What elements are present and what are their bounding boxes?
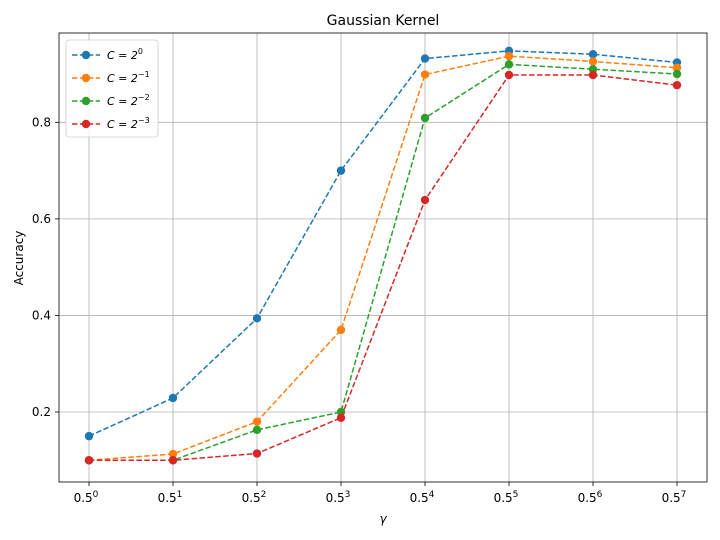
data-point bbox=[588, 65, 598, 74]
ticks: 0.50 0.51 0.52 0.53 0.54 0.55 0.56 0.57 0.2 0.4 0.… bbox=[32, 115, 687, 505]
data-point bbox=[252, 449, 262, 458]
x-tick-label: 0.52 bbox=[242, 490, 267, 505]
series-0 bbox=[84, 46, 682, 441]
data-point bbox=[252, 417, 262, 426]
series-1 bbox=[84, 51, 682, 465]
y-tick-label: 0.2 bbox=[32, 405, 51, 419]
series-2 bbox=[84, 60, 682, 465]
legend-label: C = 2−3 bbox=[107, 116, 150, 131]
x-axis-title: γ bbox=[379, 512, 387, 526]
data-point bbox=[588, 50, 598, 59]
legend-marker bbox=[81, 119, 91, 129]
data-point bbox=[168, 456, 178, 465]
y-axis-title: Accuracy bbox=[12, 231, 26, 286]
data-point bbox=[168, 393, 178, 403]
data-point bbox=[252, 314, 262, 323]
legend-label: C = 2−1 bbox=[107, 70, 150, 85]
chart-title: Gaussian Kernel bbox=[327, 13, 440, 29]
data-point bbox=[84, 431, 94, 441]
x-tick-label: 0.55 bbox=[494, 490, 519, 505]
legend: C = 20 C = 2−1 C = 2−2 C = 2−3 bbox=[65, 39, 159, 138]
legend-label: C = 2−2 bbox=[107, 93, 150, 108]
x-tick-label: 0.50 bbox=[74, 490, 99, 505]
y-tick-label: 0.6 bbox=[32, 212, 51, 226]
data-point bbox=[672, 63, 682, 72]
grid bbox=[59, 33, 707, 482]
data-point bbox=[84, 456, 94, 465]
legend-label: C = 20 bbox=[107, 47, 143, 62]
data-point bbox=[336, 413, 346, 422]
x-tick-label: 0.54 bbox=[410, 490, 435, 505]
legend-item: C = 2−1 bbox=[72, 70, 150, 85]
legend-item: C = 2−3 bbox=[72, 116, 150, 131]
data-point bbox=[420, 113, 430, 123]
data-point bbox=[420, 195, 430, 205]
x-tick-label: 0.51 bbox=[158, 490, 183, 505]
x-tick-label: 0.57 bbox=[662, 490, 687, 505]
data-point bbox=[504, 70, 514, 80]
series-3 bbox=[84, 70, 682, 465]
data-point bbox=[588, 70, 598, 80]
data-point bbox=[588, 57, 598, 66]
legend-item: C = 20 bbox=[72, 47, 143, 62]
series-line bbox=[89, 63, 678, 462]
data-point bbox=[420, 70, 430, 79]
data-point bbox=[336, 325, 346, 335]
data-point bbox=[168, 449, 178, 459]
data-point bbox=[672, 69, 682, 79]
legend-box bbox=[65, 39, 159, 138]
series-group bbox=[84, 46, 682, 465]
data-point bbox=[672, 80, 682, 90]
data-point bbox=[252, 425, 262, 435]
y-tick-label: 0.8 bbox=[32, 115, 51, 129]
legend-marker bbox=[81, 96, 91, 106]
data-point bbox=[504, 51, 514, 61]
series-line bbox=[89, 74, 678, 462]
plot-frame bbox=[58, 32, 708, 483]
x-tick-label: 0.56 bbox=[578, 490, 603, 505]
series-line bbox=[88, 55, 678, 462]
data-point bbox=[336, 166, 346, 175]
legend-marker bbox=[81, 50, 91, 60]
y-tick-label: 0.4 bbox=[32, 308, 51, 322]
data-point bbox=[504, 60, 514, 69]
legend-marker bbox=[81, 73, 91, 83]
series-line bbox=[88, 50, 678, 437]
data-point bbox=[420, 54, 430, 63]
x-tick-label: 0.53 bbox=[326, 490, 351, 505]
legend-item: C = 2−2 bbox=[72, 93, 150, 108]
